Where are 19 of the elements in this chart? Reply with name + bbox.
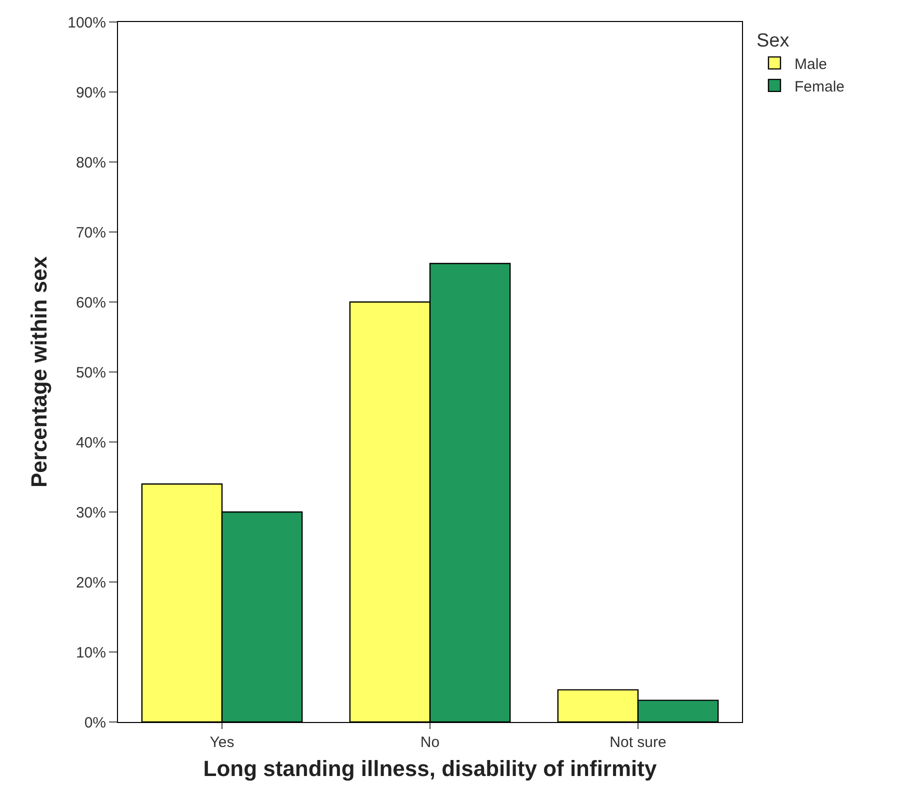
legend-label: Female <box>794 78 845 96</box>
y-axis-title: Percentage within sex <box>26 256 52 488</box>
x-axis-title: Long standing illness, disability of infirmity <box>203 756 658 781</box>
y-tick-label: 90% <box>76 84 106 102</box>
y-tick-label: 70% <box>76 224 106 242</box>
y-tick-label: 0% <box>84 714 106 732</box>
legend-title: Sex <box>756 30 790 52</box>
y-tick-label: 30% <box>76 504 106 522</box>
y-tick-label: 10% <box>76 644 106 662</box>
x-tick-label: Yes <box>210 734 234 751</box>
y-tick-label: 40% <box>76 434 106 452</box>
x-tick-label: No <box>420 734 440 751</box>
y-tick-label: 20% <box>76 574 106 592</box>
y-tick-label: 100% <box>68 14 106 32</box>
legend-label: Male <box>794 56 827 73</box>
y-tick-label: 60% <box>76 294 106 312</box>
y-tick-label: 80% <box>76 154 106 172</box>
y-tick-label: 50% <box>76 364 106 382</box>
x-tick-label: Not sure <box>610 734 666 751</box>
